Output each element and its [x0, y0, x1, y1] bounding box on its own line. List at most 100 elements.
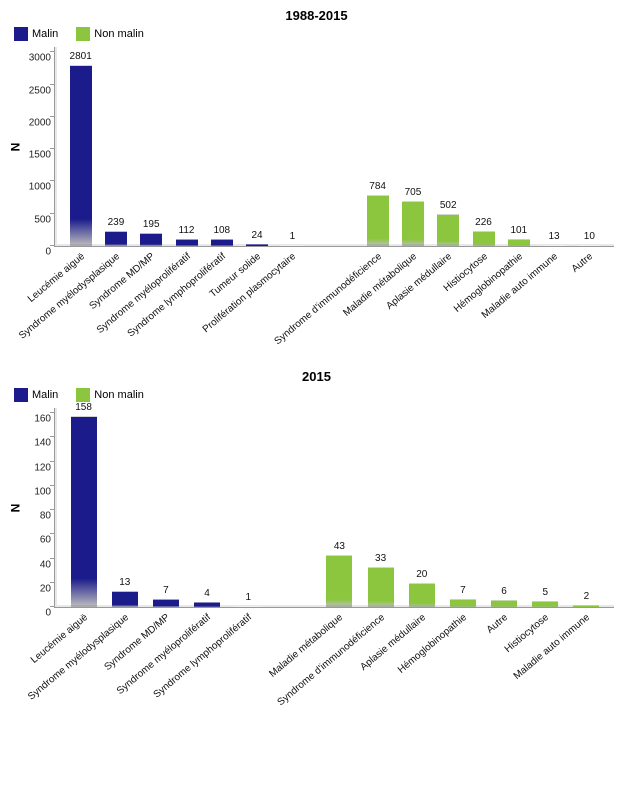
bar-value-label: 101 — [510, 225, 527, 236]
bar-value-label: 112 — [179, 225, 195, 236]
bar-fill — [543, 245, 565, 246]
chart-panel: 1988-2015MalinNon malinN0500100015002000… — [6, 8, 627, 367]
bar-value-label: 1 — [245, 592, 251, 603]
bar-value-label: 195 — [143, 219, 160, 230]
bar-value-label: 33 — [375, 553, 386, 564]
y-tick-label: 20 — [15, 583, 51, 594]
bar-value-label: 10 — [584, 231, 595, 242]
bar-value-label: 7 — [163, 585, 169, 596]
bar-value-label: 13 — [549, 231, 560, 242]
legend-item-nonmalin: Non malin — [76, 388, 144, 402]
y-tick-label: 0 — [15, 247, 51, 258]
legend-label: Non malin — [94, 389, 144, 401]
bar: 239 — [105, 231, 127, 246]
legend-label: Malin — [32, 389, 58, 401]
plot-area: 020406080100120140160158137414333207652 — [54, 408, 614, 608]
bar-fill — [367, 195, 389, 246]
chart-title: 1988-2015 — [6, 8, 627, 23]
legend-item-malin: Malin — [14, 388, 58, 402]
bar-value-label: 5 — [542, 587, 548, 598]
bar: 705 — [402, 201, 424, 246]
bar: 13 — [112, 591, 138, 607]
x-tick-label: Maladie métabolique — [268, 612, 346, 680]
y-tick-label: 2000 — [15, 117, 51, 128]
plot-wrap: N050010001500200025003000280123919511210… — [54, 47, 614, 367]
bars-layer: 28012391951121082417847055022261011310 — [55, 47, 614, 246]
y-tick-label: 500 — [15, 214, 51, 225]
y-tick-label: 80 — [15, 511, 51, 522]
x-tick-label: Autre — [570, 251, 595, 275]
legend-swatch-nonmalin — [76, 388, 90, 402]
bar-value-label: 7 — [460, 585, 466, 596]
x-tick-label: Aplasie médullaire — [385, 251, 455, 312]
bar-value-label: 43 — [334, 541, 345, 552]
bar-fill — [246, 244, 268, 246]
charts-root: 1988-2015MalinNon malinN0500100015002000… — [6, 8, 627, 728]
bar-value-label: 502 — [440, 200, 457, 211]
bar: 4 — [194, 602, 220, 607]
bar-fill — [578, 245, 600, 246]
bar-fill — [105, 231, 127, 246]
plot-wrap: N020406080100120140160158137414333207652… — [54, 408, 614, 728]
bar: 20 — [409, 583, 435, 607]
x-tick-label: Maladie auto immune — [512, 612, 592, 682]
bar-value-label: 2 — [584, 591, 590, 602]
y-tick-label: 40 — [15, 559, 51, 570]
bar: 108 — [211, 239, 233, 246]
bar-value-label: 226 — [475, 217, 492, 228]
y-tick-label: 160 — [15, 414, 51, 425]
bar: 13 — [543, 245, 565, 246]
bar: 2 — [573, 605, 599, 607]
bar: 6 — [491, 600, 517, 607]
bar: 195 — [140, 233, 162, 246]
bar-fill — [532, 601, 558, 607]
bar: 158 — [71, 416, 97, 608]
bar-value-label: 1 — [290, 231, 296, 242]
bar-value-label: 20 — [416, 569, 427, 580]
bar-value-label: 705 — [405, 187, 422, 198]
y-tick-label: 100 — [15, 486, 51, 497]
bar-fill — [140, 233, 162, 246]
bar-fill — [437, 214, 459, 246]
bar-value-label: 13 — [119, 577, 130, 588]
chart-panel: 2015MalinNon malinN020406080100120140160… — [6, 369, 627, 728]
bar: 1 — [281, 245, 303, 246]
y-tick-label: 140 — [15, 438, 51, 449]
legend-swatch-nonmalin — [76, 27, 90, 41]
y-tick-label: 1500 — [15, 150, 51, 161]
bars-layer: 158 13 7 4 1 43 33 20 7 6 5 2 — [55, 408, 614, 607]
bar: 5 — [532, 601, 558, 607]
plot-area: 0500100015002000250030002801239195112108… — [54, 47, 614, 247]
chart-title: 2015 — [6, 369, 627, 384]
bar-fill — [112, 591, 138, 607]
bar-fill — [409, 583, 435, 607]
bar: 1 — [235, 606, 261, 607]
bar: 43 — [326, 555, 352, 607]
bar-value-label: 239 — [108, 217, 125, 228]
bar: 7 — [153, 599, 179, 607]
legend-label: Malin — [32, 28, 58, 40]
legend: Malin Non malin — [14, 388, 627, 402]
bar: 10 — [578, 245, 600, 246]
y-tick-label: 120 — [15, 462, 51, 473]
y-tick-label: 60 — [15, 535, 51, 546]
bar: 112 — [176, 239, 198, 246]
bar: 24 — [246, 244, 268, 246]
x-labels: Leucémie aiguëSyndrome myélodysplasiqueS… — [54, 247, 614, 367]
legend-swatch-malin — [14, 388, 28, 402]
bar-value-label: 2801 — [70, 51, 92, 62]
legend-label: Non malin — [94, 28, 144, 40]
legend: Malin Non malin — [14, 27, 627, 41]
bar-value-label: 6 — [501, 586, 507, 597]
x-labels: Leucémie aiguëSyndrome myélodysplasiqueS… — [54, 608, 614, 728]
bar-fill — [281, 245, 303, 246]
y-tick-label: 0 — [15, 608, 51, 619]
bar: 7 — [450, 599, 476, 607]
bar-fill — [70, 65, 92, 246]
bar-value-label: 784 — [369, 181, 386, 192]
bar-fill — [491, 600, 517, 607]
y-tick-label: 2500 — [15, 85, 51, 96]
bar: 33 — [368, 567, 394, 607]
legend-swatch-malin — [14, 27, 28, 41]
bar: 502 — [437, 214, 459, 246]
